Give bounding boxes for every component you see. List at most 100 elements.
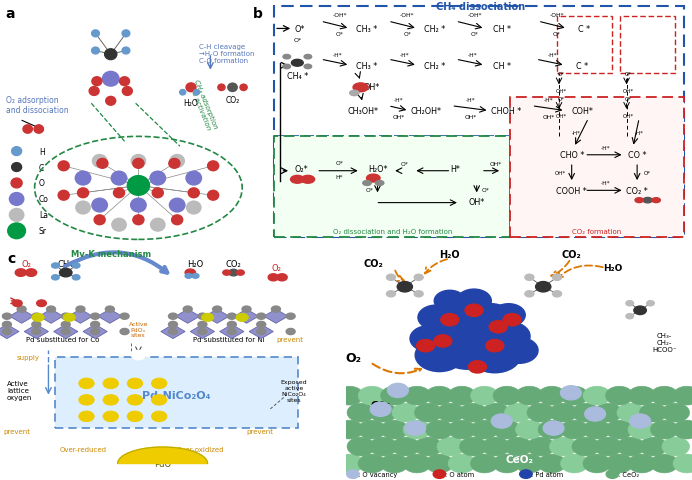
Circle shape <box>414 275 424 281</box>
Text: H*: H* <box>450 165 461 173</box>
Circle shape <box>73 275 80 280</box>
Text: -OH*: -OH* <box>400 13 415 18</box>
Circle shape <box>643 198 653 204</box>
Circle shape <box>152 411 167 421</box>
Circle shape <box>635 198 644 203</box>
Circle shape <box>291 176 304 184</box>
Text: -H*: -H* <box>548 53 558 58</box>
Text: O₂*: O₂* <box>295 165 309 173</box>
Text: O*: O* <box>336 160 343 165</box>
Circle shape <box>133 216 144 225</box>
Circle shape <box>426 454 453 473</box>
Circle shape <box>169 329 177 335</box>
Text: : CeO₂: : CeO₂ <box>617 471 639 477</box>
Circle shape <box>185 274 192 279</box>
Text: H: H <box>39 147 44 156</box>
Circle shape <box>370 403 397 422</box>
Text: O*: O* <box>644 171 650 176</box>
Circle shape <box>646 301 655 306</box>
Circle shape <box>662 403 689 422</box>
FancyBboxPatch shape <box>55 358 298 428</box>
Circle shape <box>363 181 371 186</box>
Circle shape <box>283 65 291 70</box>
Text: -H*: -H* <box>544 98 554 103</box>
Circle shape <box>525 291 534 297</box>
Circle shape <box>76 306 85 312</box>
Text: Pd substituted for Co: Pd substituted for Co <box>26 336 99 342</box>
Circle shape <box>549 403 577 422</box>
Circle shape <box>594 403 622 422</box>
Circle shape <box>58 191 69 201</box>
Circle shape <box>493 454 520 473</box>
Circle shape <box>10 193 24 206</box>
Circle shape <box>286 329 295 335</box>
Text: O₂: O₂ <box>345 351 361 364</box>
Text: prevent: prevent <box>3 428 31 433</box>
Circle shape <box>257 322 266 328</box>
Text: C *: C * <box>579 25 590 34</box>
Circle shape <box>89 87 99 96</box>
Circle shape <box>2 313 11 320</box>
Text: C: C <box>39 163 44 172</box>
Circle shape <box>417 340 435 352</box>
Circle shape <box>403 386 430 405</box>
Text: CH₃OH*: CH₃OH* <box>347 107 379 116</box>
Circle shape <box>410 326 448 352</box>
Circle shape <box>223 270 230 276</box>
Circle shape <box>650 454 678 473</box>
Circle shape <box>504 437 532 456</box>
Circle shape <box>493 420 520 439</box>
Circle shape <box>236 313 248 322</box>
Circle shape <box>152 395 167 405</box>
Text: PdO: PdO <box>154 459 171 468</box>
FancyBboxPatch shape <box>274 137 511 238</box>
Text: OH*: OH* <box>623 114 635 119</box>
Circle shape <box>127 378 143 389</box>
Circle shape <box>75 172 91 186</box>
Circle shape <box>103 411 118 421</box>
Circle shape <box>122 31 130 38</box>
Circle shape <box>106 97 116 106</box>
Circle shape <box>112 219 126 231</box>
Text: O₂: O₂ <box>21 259 31 268</box>
Circle shape <box>347 437 374 456</box>
Circle shape <box>465 304 483 317</box>
Circle shape <box>673 386 692 405</box>
Circle shape <box>8 224 26 239</box>
Text: OH*: OH* <box>623 89 635 94</box>
Circle shape <box>347 470 359 479</box>
Circle shape <box>525 275 534 281</box>
Circle shape <box>561 386 588 405</box>
Circle shape <box>358 386 385 405</box>
Circle shape <box>353 84 368 93</box>
Circle shape <box>60 269 72 277</box>
Circle shape <box>127 411 143 421</box>
Text: COOH *: COOH * <box>556 186 587 195</box>
Circle shape <box>427 321 472 352</box>
Circle shape <box>201 313 214 322</box>
Circle shape <box>93 155 107 168</box>
Circle shape <box>104 50 117 60</box>
Circle shape <box>120 313 129 320</box>
Circle shape <box>492 304 525 327</box>
Text: OH*: OH* <box>556 89 567 94</box>
Text: -OH*: -OH* <box>549 13 564 18</box>
Circle shape <box>594 437 622 456</box>
Circle shape <box>237 270 244 276</box>
Text: CO *: CO * <box>628 151 646 160</box>
Circle shape <box>169 322 177 328</box>
Circle shape <box>527 403 555 422</box>
Circle shape <box>94 216 105 225</box>
Circle shape <box>386 291 396 297</box>
Text: H₂O: H₂O <box>439 249 460 259</box>
Circle shape <box>2 329 11 335</box>
Circle shape <box>493 386 520 405</box>
Polygon shape <box>98 310 122 324</box>
Circle shape <box>673 454 692 473</box>
Text: H₂O*: H₂O* <box>367 165 388 173</box>
Circle shape <box>51 275 59 280</box>
Circle shape <box>17 306 26 312</box>
Circle shape <box>606 420 633 439</box>
Text: Pd-NiCo₂O₄: Pd-NiCo₂O₄ <box>143 390 210 400</box>
Circle shape <box>304 55 311 60</box>
